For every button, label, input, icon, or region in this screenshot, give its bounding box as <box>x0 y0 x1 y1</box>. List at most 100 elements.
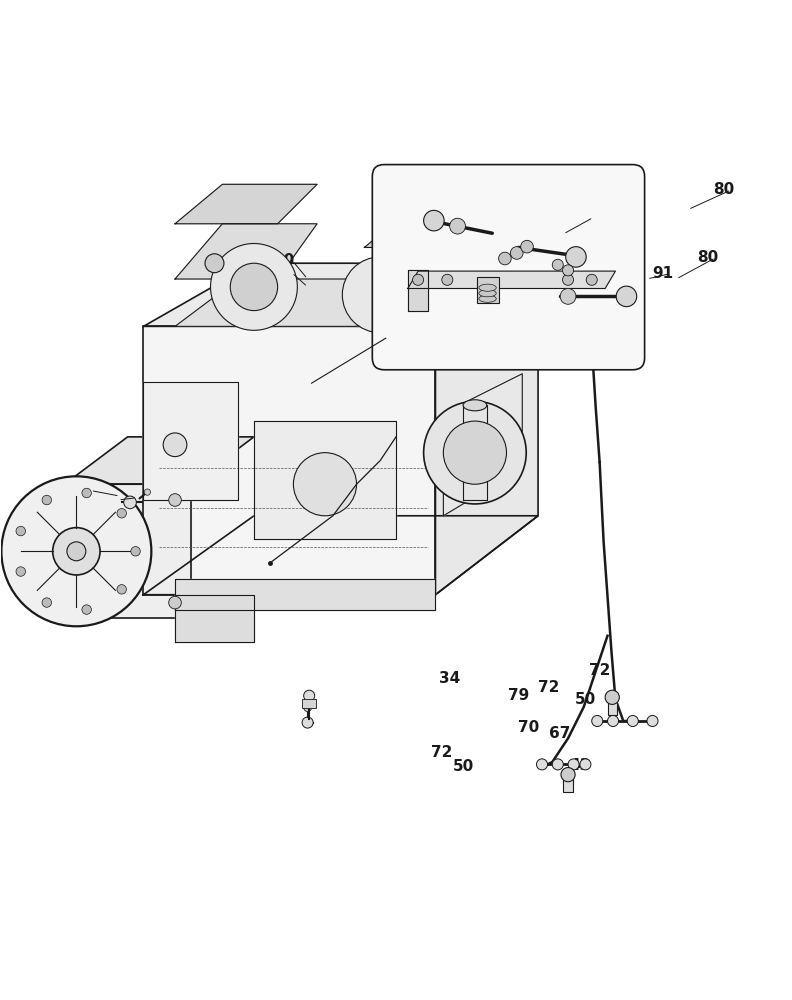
Circle shape <box>647 715 658 727</box>
Text: 67: 67 <box>550 726 571 741</box>
Polygon shape <box>175 579 436 610</box>
Polygon shape <box>444 374 522 516</box>
Text: 34: 34 <box>439 671 460 686</box>
Text: 72: 72 <box>589 663 611 678</box>
Circle shape <box>442 274 453 285</box>
Polygon shape <box>364 247 514 303</box>
Text: 70: 70 <box>518 720 539 735</box>
Circle shape <box>74 596 86 609</box>
Text: 92: 92 <box>575 210 596 225</box>
Ellipse shape <box>463 400 487 411</box>
Polygon shape <box>143 263 538 326</box>
Text: 80: 80 <box>697 250 718 265</box>
Circle shape <box>303 690 314 701</box>
Circle shape <box>342 257 418 333</box>
Circle shape <box>293 453 356 516</box>
Circle shape <box>562 265 573 276</box>
Polygon shape <box>364 208 514 247</box>
Ellipse shape <box>479 284 497 291</box>
Circle shape <box>424 401 526 504</box>
Circle shape <box>124 496 136 509</box>
Circle shape <box>536 759 547 770</box>
Polygon shape <box>175 279 412 326</box>
Text: 79: 79 <box>508 688 529 703</box>
Circle shape <box>302 717 313 728</box>
Polygon shape <box>143 516 538 595</box>
Circle shape <box>82 605 91 614</box>
Circle shape <box>42 598 51 607</box>
Circle shape <box>67 542 86 561</box>
Circle shape <box>607 715 619 727</box>
Circle shape <box>211 244 297 330</box>
Polygon shape <box>143 326 436 595</box>
Polygon shape <box>408 270 428 311</box>
Bar <box>477 277 499 303</box>
Circle shape <box>568 759 579 770</box>
Circle shape <box>131 547 140 556</box>
Circle shape <box>561 768 575 782</box>
Polygon shape <box>175 224 317 279</box>
Circle shape <box>117 585 127 594</box>
Bar <box>607 697 617 715</box>
Polygon shape <box>64 484 191 618</box>
Bar <box>302 699 316 708</box>
Ellipse shape <box>479 295 497 302</box>
Polygon shape <box>175 595 254 642</box>
Text: 91: 91 <box>72 483 93 498</box>
Text: 50: 50 <box>453 759 474 774</box>
Text: 23: 23 <box>100 493 121 508</box>
Circle shape <box>144 489 150 495</box>
Polygon shape <box>64 437 254 484</box>
Circle shape <box>560 288 576 304</box>
Circle shape <box>82 488 91 498</box>
Circle shape <box>303 704 311 712</box>
Polygon shape <box>436 263 538 595</box>
Circle shape <box>205 254 224 273</box>
FancyBboxPatch shape <box>372 165 645 370</box>
Circle shape <box>444 421 507 484</box>
Circle shape <box>616 286 637 307</box>
Circle shape <box>552 259 563 270</box>
Text: 80: 80 <box>713 182 734 197</box>
Circle shape <box>552 759 563 770</box>
Text: 91: 91 <box>652 266 673 281</box>
Polygon shape <box>254 421 396 539</box>
Circle shape <box>450 218 466 234</box>
Circle shape <box>499 252 511 265</box>
Circle shape <box>2 476 151 626</box>
Circle shape <box>605 690 619 704</box>
Circle shape <box>520 240 533 253</box>
Polygon shape <box>175 184 317 224</box>
Polygon shape <box>408 271 615 288</box>
Bar <box>563 775 573 792</box>
Circle shape <box>74 494 86 506</box>
Circle shape <box>230 263 278 311</box>
Circle shape <box>580 759 591 770</box>
Circle shape <box>424 210 444 231</box>
Text: 72: 72 <box>538 680 559 695</box>
Circle shape <box>16 526 25 536</box>
Text: 43: 43 <box>569 758 591 773</box>
Circle shape <box>627 715 638 727</box>
Circle shape <box>565 247 586 267</box>
Circle shape <box>592 715 603 727</box>
Circle shape <box>16 567 25 576</box>
Text: 50: 50 <box>575 692 596 707</box>
Circle shape <box>169 494 181 506</box>
Polygon shape <box>143 382 238 500</box>
Circle shape <box>117 509 127 518</box>
Ellipse shape <box>479 290 497 297</box>
Circle shape <box>169 596 181 609</box>
Circle shape <box>42 495 51 505</box>
Text: 114: 114 <box>552 290 584 305</box>
Circle shape <box>53 528 100 575</box>
Circle shape <box>413 274 424 285</box>
Polygon shape <box>463 405 487 500</box>
Text: 92: 92 <box>273 265 295 280</box>
Circle shape <box>434 262 453 281</box>
Circle shape <box>562 274 573 285</box>
Circle shape <box>163 433 187 457</box>
Text: 72: 72 <box>431 745 452 760</box>
Circle shape <box>510 247 523 259</box>
Circle shape <box>586 274 597 285</box>
